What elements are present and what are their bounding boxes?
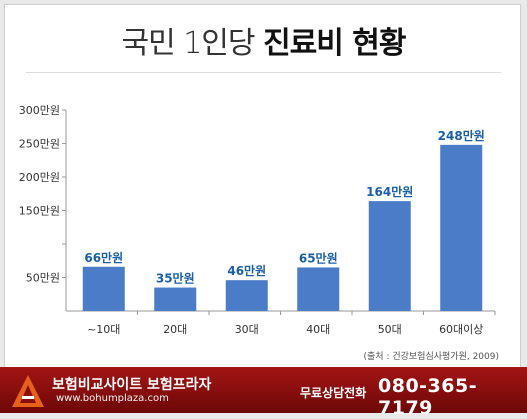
y-tick-label: 150만원: [19, 205, 60, 218]
site-name: 보험비교사이트 보험프라자: [52, 377, 212, 393]
data-label: 66만원: [84, 250, 123, 265]
title-bold: 진료비 현황: [263, 26, 406, 61]
data-label: 248만원: [438, 128, 485, 143]
data-label: 65만원: [299, 250, 338, 265]
source-note: (출처 : 건강보험심사평가원, 2009): [363, 352, 499, 362]
data-label: 164만원: [366, 184, 413, 199]
bar: [154, 287, 197, 311]
bar-chart: 50만원 150만원 200만원 250만원 300만원 66만원 ~10대 35만원 20대 4…: [19, 104, 496, 336]
footer-banner[interactable]: 보험비교사이트 보험프라자 www.bohumplaza.com 무료상담전화 …: [0, 367, 527, 419]
bar: [225, 280, 268, 311]
y-tick-label: 50만원: [26, 272, 60, 285]
title-light: 국민 1인당: [121, 26, 255, 61]
x-tick-label: 60대이상: [439, 323, 483, 336]
logo-icon: [12, 375, 44, 407]
chart-frame: [4, 4, 521, 406]
x-tick-label: 40대: [306, 323, 330, 336]
y-tick-label: 300만원: [19, 104, 60, 117]
phone-label: 무료상담전화: [300, 386, 367, 400]
data-label: 46만원: [227, 263, 266, 278]
x-tick-label: 50대: [378, 323, 402, 336]
y-tick-label: 250만원: [19, 138, 60, 151]
x-tick-label: 20대: [163, 323, 187, 336]
x-tick-label: 30대: [235, 323, 259, 336]
bar: [440, 144, 483, 311]
bar: [82, 266, 125, 311]
phone-number[interactable]: 080-365-7179: [378, 375, 478, 419]
bar: [297, 267, 340, 311]
x-tick-label: ~10대: [87, 323, 120, 336]
title-divider: [26, 72, 501, 73]
data-label: 35만원: [156, 271, 195, 286]
y-tick-label: 200만원: [19, 171, 60, 184]
site-url[interactable]: www.bohumplaza.com: [56, 393, 169, 404]
chart-title: 국민 1인당 진료비 현황: [0, 18, 527, 62]
bar: [368, 201, 411, 311]
